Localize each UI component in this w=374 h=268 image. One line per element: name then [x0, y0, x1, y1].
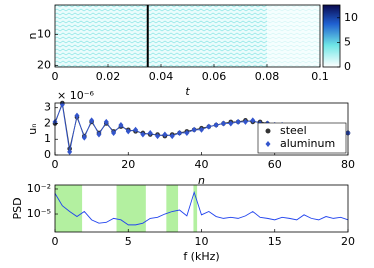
x-tick-label: 0.02 — [96, 70, 121, 83]
marker — [81, 134, 87, 141]
marker — [125, 128, 131, 135]
y-tick-label: 0 — [44, 148, 51, 161]
legend-label: aluminum — [280, 137, 335, 150]
x-tick-label: 40 — [195, 158, 209, 171]
x-tick-label: 15 — [268, 235, 282, 248]
plot-frame — [54, 184, 349, 233]
marker — [103, 118, 109, 125]
marker — [155, 133, 161, 140]
marker — [67, 148, 73, 155]
y-multiplier: × 10⁻⁶ — [57, 89, 95, 102]
marker — [242, 118, 248, 125]
colorbar-tick-label: 5 — [344, 35, 351, 48]
x-tick-label: 0.1 — [311, 70, 329, 83]
y-axis-label: PSD — [11, 197, 24, 219]
marker — [169, 133, 175, 140]
legend-label: steel — [280, 124, 307, 137]
colorbar — [322, 4, 341, 68]
y-tick-label: 2 — [44, 116, 51, 129]
x-tick-label: 20 — [121, 158, 135, 171]
x-axis-label: t — [185, 85, 190, 98]
marker — [89, 117, 95, 124]
colorbar-tick-label: 0 — [344, 60, 351, 73]
marker — [147, 129, 153, 136]
y-axis-label: n — [26, 32, 39, 39]
frequency-band — [166, 185, 179, 232]
marker — [177, 129, 183, 136]
marker — [162, 131, 168, 138]
marker — [118, 122, 124, 129]
heatmap-image — [267, 5, 320, 67]
x-tick-label: 0.08 — [255, 70, 280, 83]
y-tick-label: 10 — [37, 27, 51, 40]
legend-marker — [265, 128, 271, 134]
y-tick-label: 10⁻⁵ — [27, 207, 51, 220]
x-tick-label: 10 — [195, 235, 209, 248]
x-tick-label: 0.06 — [202, 70, 227, 83]
colorbar-tick-label: 10 — [344, 11, 358, 24]
marker — [140, 131, 146, 138]
marker — [74, 112, 80, 119]
y-axis-label: uₙ — [26, 123, 39, 134]
legend-box — [257, 122, 347, 154]
marker — [235, 118, 241, 125]
marker — [96, 131, 102, 138]
x-axis-label: f (kHz) — [183, 250, 219, 263]
frequency-band — [55, 185, 83, 232]
x-tick-label: 0 — [52, 70, 59, 83]
marker — [206, 123, 212, 130]
x-tick-label: 5 — [125, 235, 132, 248]
y-tick-label: 3 — [44, 101, 51, 114]
y-tick-label: 10⁻² — [27, 182, 51, 195]
marker — [250, 117, 256, 124]
marker — [184, 129, 190, 136]
x-tick-label: 20 — [341, 235, 355, 248]
x-tick-label: 0.04 — [149, 70, 174, 83]
marker — [191, 126, 197, 133]
y-tick-label: 20 — [37, 58, 51, 71]
x-tick-label: 0 — [52, 158, 59, 171]
frequency-band — [116, 185, 146, 232]
marker — [228, 120, 234, 127]
x-tick-label: 0 — [52, 235, 59, 248]
x-tick-label: 60 — [268, 158, 282, 171]
plot-frame — [54, 4, 321, 68]
legend-marker — [265, 141, 271, 147]
marker — [199, 126, 204, 133]
marker — [111, 129, 117, 136]
x-tick-label: 80 — [341, 158, 355, 171]
y-tick-label: 1 — [44, 132, 51, 145]
marker — [133, 126, 139, 133]
heatmap-image — [55, 5, 267, 67]
x-axis-label: n — [198, 174, 205, 187]
series-line — [54, 190, 349, 226]
marker — [220, 120, 226, 127]
frequency-band — [193, 185, 198, 232]
marker — [213, 122, 219, 129]
